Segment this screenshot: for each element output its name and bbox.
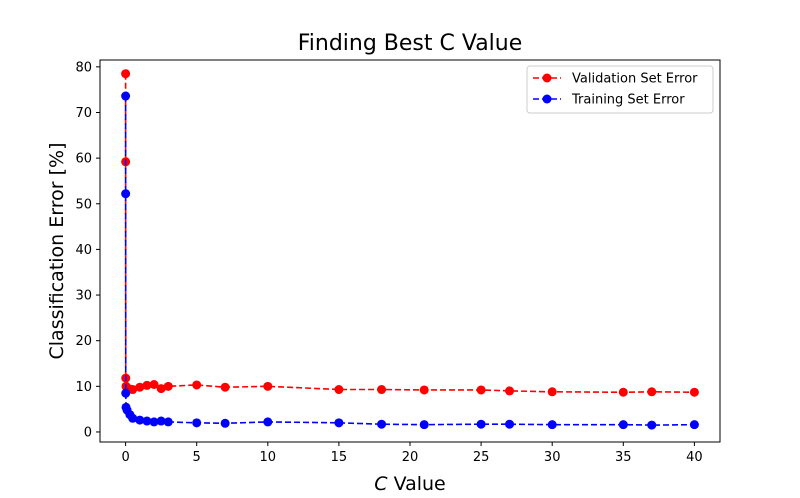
- data-point-training: [618, 420, 628, 430]
- x-tick-label: 0: [121, 450, 129, 465]
- series-training: [121, 91, 699, 430]
- data-point-training: [121, 91, 131, 101]
- plot-area: [100, 60, 720, 442]
- data-point-validation: [476, 385, 486, 395]
- data-point-training: [547, 420, 557, 430]
- data-point-training: [192, 418, 202, 428]
- y-tick-label: 70: [75, 106, 92, 121]
- y-axis-label: Classification Error [%]: [46, 143, 68, 360]
- data-point-training: [142, 416, 152, 426]
- x-tick-label: 25: [473, 450, 490, 465]
- data-point-training: [121, 189, 131, 199]
- x-tick-label: 40: [686, 450, 703, 465]
- data-point-validation: [121, 69, 131, 79]
- data-point-validation: [689, 387, 699, 397]
- data-point-training: [334, 418, 344, 428]
- data-point-validation: [163, 381, 173, 391]
- data-point-training: [263, 417, 273, 427]
- data-point-training: [156, 416, 166, 426]
- data-point-validation: [647, 387, 657, 397]
- data-point-training: [476, 419, 486, 429]
- data-point-training: [505, 419, 515, 429]
- data-point-training: [220, 418, 230, 428]
- data-point-validation: [156, 384, 166, 394]
- data-point-training: [647, 420, 657, 430]
- x-tick-label: 30: [544, 450, 561, 465]
- data-point-training: [419, 420, 429, 430]
- x-tick-label: 35: [615, 450, 632, 465]
- data-point-validation: [377, 385, 387, 395]
- legend: Validation Set Error Training Set Error: [526, 65, 714, 114]
- y-tick-label: 50: [75, 197, 92, 212]
- data-point-validation: [135, 382, 145, 392]
- legend-label-training: Training Set Error: [571, 93, 685, 108]
- legend-label-validation: Validation Set Error: [572, 72, 698, 87]
- chart-title: Finding Best C Value: [298, 31, 523, 56]
- x-axis-label-text: Value: [388, 473, 446, 495]
- data-point-training: [149, 417, 159, 427]
- data-point-validation: [149, 379, 159, 389]
- x-tick-label: 20: [402, 450, 419, 465]
- legend-marker-training: [542, 94, 552, 104]
- y-tick-label: 60: [75, 152, 92, 167]
- data-point-validation: [220, 382, 230, 392]
- y-tick-label: 40: [75, 243, 92, 258]
- data-point-training: [689, 420, 699, 430]
- series-line-validation: [124, 73, 695, 394]
- x-axis-label-variable: C: [374, 473, 388, 495]
- series-layer: [121, 69, 699, 430]
- y-tick-label: 10: [75, 380, 92, 395]
- y-tick-label: 20: [75, 334, 92, 349]
- data-point-training: [163, 417, 173, 427]
- data-point-validation: [128, 385, 138, 395]
- plot-frame: [99, 59, 721, 443]
- data-point-validation: [419, 385, 429, 395]
- series-line-training: [124, 96, 695, 426]
- data-point-training: [377, 419, 387, 429]
- legend-box: [526, 65, 714, 114]
- data-point-validation: [334, 385, 344, 395]
- data-point-training: [135, 415, 145, 425]
- data-point-training: [128, 413, 138, 423]
- y-tick-label: 80: [75, 60, 92, 75]
- data-point-training: [121, 388, 131, 398]
- data-point-validation: [618, 387, 628, 397]
- x-axis-ticks: 0 5 10 15 20 25 30 35 40: [121, 442, 703, 465]
- data-point-validation: [505, 386, 515, 396]
- legend-marker-validation: [542, 73, 552, 83]
- y-axis-ticks: 0 10 20 30 40 50 60 70 80: [75, 60, 100, 440]
- x-tick-label: 15: [331, 450, 348, 465]
- y-tick-label: 30: [75, 289, 92, 304]
- data-point-validation: [263, 381, 273, 391]
- data-point-validation: [547, 387, 557, 397]
- y-tick-label: 0: [84, 425, 92, 440]
- data-point-validation: [142, 380, 152, 390]
- x-tick-label: 10: [260, 450, 277, 465]
- x-axis-label: C Value: [374, 473, 446, 495]
- x-tick-label: 5: [193, 450, 201, 465]
- data-point-validation: [192, 380, 202, 390]
